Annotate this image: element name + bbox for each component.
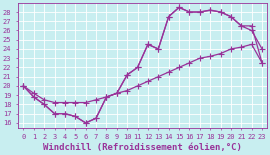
- X-axis label: Windchill (Refroidissement éolien,°C): Windchill (Refroidissement éolien,°C): [43, 143, 242, 152]
